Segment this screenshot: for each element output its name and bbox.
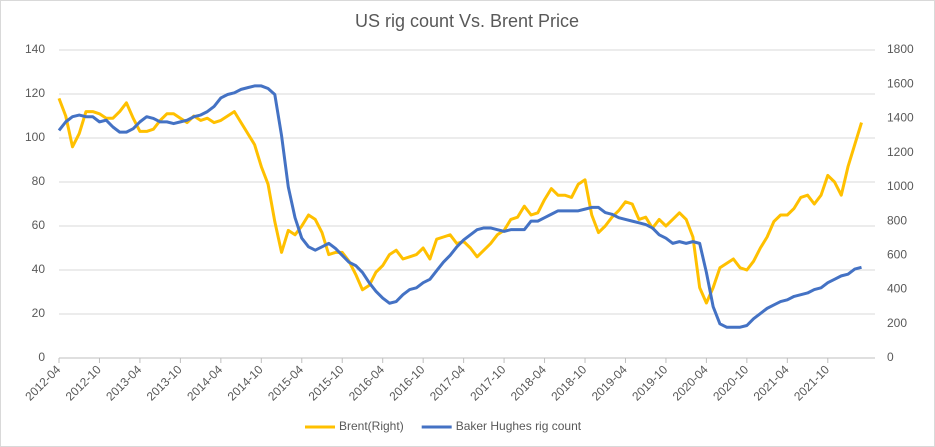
y-tick-label: 120 <box>25 86 45 100</box>
legend-label: Brent(Right) <box>339 419 404 433</box>
y2-tick-label: 1400 <box>887 111 914 125</box>
y2-tick-label: 1000 <box>887 179 914 193</box>
y2-tick-label: 1800 <box>887 42 914 56</box>
y2-tick-label: 1200 <box>887 145 914 159</box>
y-tick-label: 140 <box>25 42 45 56</box>
chart-title: US rig count Vs. Brent Price <box>355 11 579 31</box>
y2-tick-label: 0 <box>887 350 894 364</box>
y-tick-label: 60 <box>32 218 46 232</box>
y2-tick-label: 1600 <box>887 76 914 90</box>
series-line <box>57 84 862 329</box>
y2-tick-label: 400 <box>887 282 907 296</box>
y2-tick-label: 200 <box>887 316 907 330</box>
y-tick-label: 40 <box>32 262 46 276</box>
y-tick-label: 100 <box>25 130 45 144</box>
y-tick-label: 80 <box>32 174 46 188</box>
legend-label: Baker Hughes rig count <box>456 419 582 433</box>
y-tick-label: 20 <box>32 306 46 320</box>
y-tick-label: 0 <box>38 350 45 364</box>
y2-tick-label: 600 <box>887 248 907 262</box>
y2-tick-label: 800 <box>887 213 907 227</box>
